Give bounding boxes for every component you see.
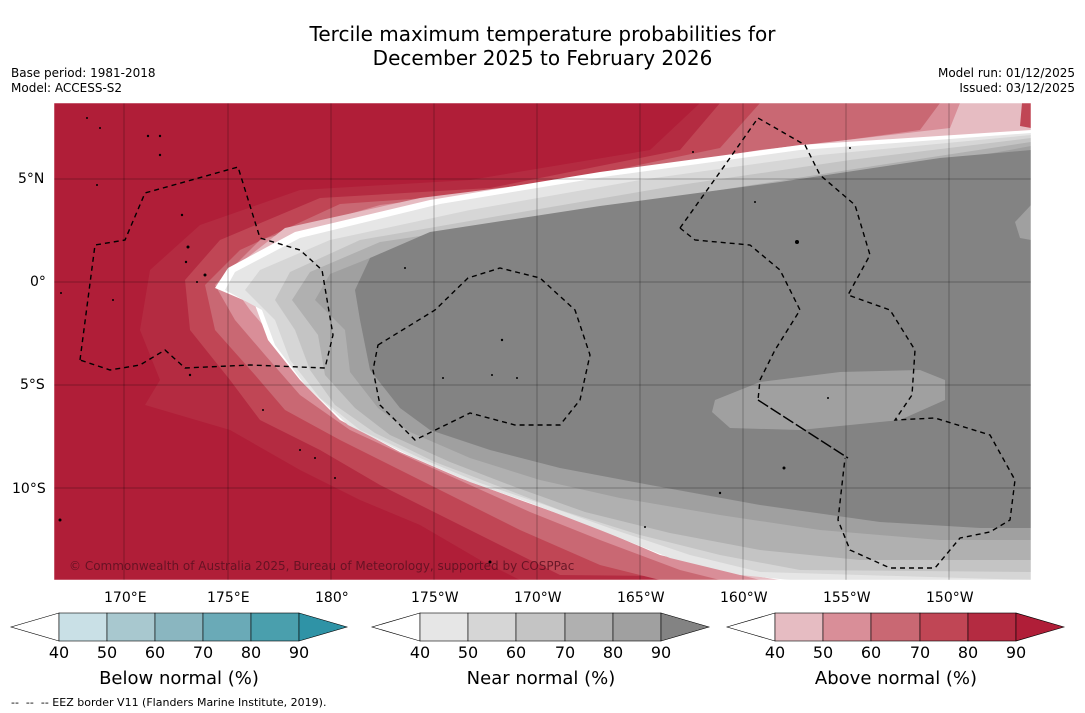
lat-label-10s: 10°S xyxy=(12,481,46,497)
eez-solid-border xyxy=(757,399,849,459)
above-cb-40-50 xyxy=(774,612,824,642)
colorbar-above xyxy=(725,612,1066,642)
below-cb-60-70 xyxy=(154,612,204,642)
lon-label-165w: 165°W xyxy=(617,590,665,606)
near-tick-40: 40 xyxy=(409,643,431,662)
lon-label-170w: 170°W xyxy=(514,590,562,606)
map-title-line1: Tercile maximum temperature probabilitie… xyxy=(309,22,776,46)
near-cb-50-60 xyxy=(467,612,517,642)
island-specks xyxy=(58,117,851,564)
near-tick-70: 70 xyxy=(554,643,576,662)
near-tick-50: 50 xyxy=(457,643,479,662)
map-frame xyxy=(53,102,1032,581)
lon-label-180: 180° xyxy=(315,590,349,606)
above-cb-over xyxy=(1015,612,1066,642)
eez-legend: -- -- -- EEZ border V11 (Flanders Marine… xyxy=(11,696,327,709)
near-cb-80-90 xyxy=(612,612,662,642)
lon-label-170e: 170°E xyxy=(104,590,147,606)
near-cb-40-50 xyxy=(419,612,469,642)
near-cb-70-80 xyxy=(564,612,614,642)
below-tick-40: 40 xyxy=(48,643,70,662)
eez-borders xyxy=(79,117,1016,569)
near-cb-60-70 xyxy=(515,612,566,642)
lon-label-175w: 175°W xyxy=(411,590,459,606)
map-title-line2: December 2025 to February 2026 xyxy=(372,46,713,70)
below-tick-90: 90 xyxy=(288,643,310,662)
below-tick-70: 70 xyxy=(192,643,214,662)
above-patch-ne xyxy=(1020,103,1031,128)
lat-label-5n: 5°N xyxy=(18,171,45,187)
colorbar-near xyxy=(370,612,711,642)
near-tick-90: 90 xyxy=(650,643,672,662)
below-cb-under xyxy=(9,612,60,642)
above-cb-60-70 xyxy=(870,612,921,642)
issued-date: Issued: 03/12/2025 xyxy=(959,81,1075,95)
above-cb-70-80 xyxy=(919,612,969,642)
gridlines xyxy=(54,103,1031,580)
below-tick-80: 80 xyxy=(240,643,262,662)
below-tick-60: 60 xyxy=(144,643,166,662)
below-cb-80-90 xyxy=(250,612,300,642)
above-cb-under xyxy=(725,612,776,642)
probability-field xyxy=(54,103,1031,580)
below-cb-70-80 xyxy=(202,612,252,642)
above-tick-70: 70 xyxy=(909,643,931,662)
below-cb-50-60 xyxy=(106,612,156,642)
near-normal-label: Near normal (%) xyxy=(466,668,616,689)
below-cb-over xyxy=(298,612,349,642)
near-tick-80: 80 xyxy=(602,643,624,662)
below-normal-label: Below normal (%) xyxy=(99,668,259,689)
above-tick-80: 80 xyxy=(957,643,979,662)
near-tick-60: 60 xyxy=(505,643,527,662)
below-cb-40-50 xyxy=(58,612,108,642)
lat-label-0: 0° xyxy=(30,274,46,290)
model-name: Model: ACCESS-S2 xyxy=(11,81,123,95)
near-80-edge xyxy=(1015,205,1031,240)
lon-label-150w: 150°W xyxy=(926,590,974,606)
above-tick-50: 50 xyxy=(812,643,834,662)
below-tick-50: 50 xyxy=(96,643,118,662)
above-tick-60: 60 xyxy=(860,643,882,662)
model-run: Model run: 01/12/2025 xyxy=(937,66,1075,80)
base-period: Base period: 1981-2018 xyxy=(11,66,156,80)
above-tick-40: 40 xyxy=(764,643,786,662)
above-cb-50-60 xyxy=(822,612,872,642)
near-cb-under xyxy=(370,612,421,642)
near-90-region xyxy=(355,150,1031,528)
above-tick-90: 90 xyxy=(1005,643,1027,662)
lon-label-160w: 160°W xyxy=(720,590,768,606)
lat-label-5s: 5°S xyxy=(20,377,45,393)
copyright-notice: © Commonwealth of Australia 2025, Bureau… xyxy=(69,559,575,573)
colorbar-below xyxy=(9,612,349,642)
above-cb-80-90 xyxy=(967,612,1017,642)
lon-label-175e: 175°E xyxy=(207,590,250,606)
near-cb-over xyxy=(660,612,711,642)
lon-label-155w: 155°W xyxy=(823,590,871,606)
above-normal-label: Above normal (%) xyxy=(814,668,978,689)
